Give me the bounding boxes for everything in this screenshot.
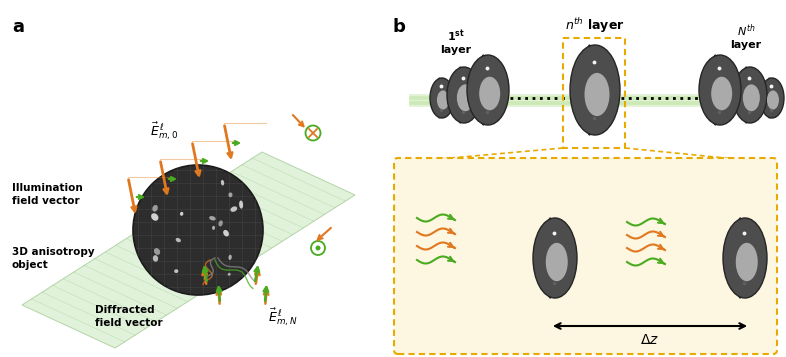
Ellipse shape: [239, 201, 243, 208]
Ellipse shape: [151, 213, 159, 221]
Ellipse shape: [457, 84, 474, 111]
Ellipse shape: [229, 255, 232, 260]
Ellipse shape: [711, 77, 733, 110]
Ellipse shape: [733, 67, 767, 123]
Ellipse shape: [230, 206, 237, 212]
Ellipse shape: [457, 67, 463, 123]
Ellipse shape: [479, 55, 487, 125]
Text: a: a: [12, 18, 24, 36]
Ellipse shape: [736, 243, 758, 281]
Text: Illumination
field vector: Illumination field vector: [12, 183, 83, 206]
Ellipse shape: [229, 192, 233, 197]
Text: $\vec{E}^{\,\ell}_{m,N}$: $\vec{E}^{\,\ell}_{m,N}$: [268, 307, 297, 329]
Text: $\boldsymbol{n^{th}}$
layer: $\boldsymbol{n^{th}}$ layer: [539, 173, 571, 201]
Ellipse shape: [743, 84, 760, 111]
Ellipse shape: [154, 248, 160, 255]
Ellipse shape: [228, 273, 231, 276]
Circle shape: [311, 241, 325, 255]
Ellipse shape: [711, 55, 719, 125]
Ellipse shape: [223, 230, 229, 236]
Ellipse shape: [447, 67, 481, 123]
Ellipse shape: [736, 218, 744, 298]
Ellipse shape: [533, 218, 577, 298]
Ellipse shape: [430, 78, 454, 118]
Text: $\mathbf{1^{st}}$
layer: $\mathbf{1^{st}}$ layer: [440, 28, 472, 55]
Text: $\boldsymbol{n^{th}}$ layer: $\boldsymbol{n^{th}}$ layer: [565, 16, 625, 35]
Text: $\boldsymbol{(n+1)^{th}}$
layer: $\boldsymbol{(n+1)^{th}}$ layer: [721, 173, 769, 203]
Text: b: b: [392, 18, 405, 36]
Ellipse shape: [767, 78, 772, 118]
Ellipse shape: [437, 90, 449, 110]
FancyBboxPatch shape: [394, 158, 777, 354]
Ellipse shape: [546, 218, 554, 298]
Ellipse shape: [585, 73, 609, 116]
Ellipse shape: [221, 180, 224, 186]
Text: $\boldsymbol{n^{th}}$ exit
field vector: $\boldsymbol{n^{th}}$ exit field vector: [619, 173, 691, 201]
Ellipse shape: [467, 55, 509, 125]
Ellipse shape: [175, 238, 181, 242]
Ellipse shape: [180, 212, 183, 216]
Ellipse shape: [570, 45, 620, 135]
Ellipse shape: [152, 205, 158, 212]
Ellipse shape: [723, 218, 767, 298]
Text: $\Delta z$: $\Delta z$: [641, 333, 659, 347]
Text: $\vec{E}^{\,\ell}_{m,0}$: $\vec{E}^{\,\ell}_{m,0}$: [150, 121, 178, 143]
Ellipse shape: [699, 55, 741, 125]
Ellipse shape: [744, 67, 749, 123]
Text: Diffracted
field vector: Diffracted field vector: [95, 305, 163, 328]
Ellipse shape: [152, 255, 158, 262]
Text: 3D anisotropy
object: 3D anisotropy object: [12, 247, 94, 270]
Ellipse shape: [479, 77, 500, 110]
Circle shape: [306, 126, 321, 141]
Ellipse shape: [212, 226, 215, 230]
Ellipse shape: [174, 269, 178, 273]
Ellipse shape: [767, 90, 779, 110]
Ellipse shape: [219, 220, 223, 226]
Text: $\boldsymbol{N^{th}}$
layer: $\boldsymbol{N^{th}}$ layer: [730, 22, 762, 50]
Ellipse shape: [209, 216, 215, 221]
Ellipse shape: [545, 243, 567, 281]
Ellipse shape: [585, 45, 594, 135]
Ellipse shape: [760, 78, 784, 118]
Ellipse shape: [437, 78, 442, 118]
Circle shape: [133, 165, 263, 295]
Polygon shape: [22, 152, 355, 348]
Text: $\boldsymbol{n^{th}}$ incident
field vector: $\boldsymbol{n^{th}}$ incident field vec…: [409, 173, 482, 201]
Circle shape: [315, 246, 321, 251]
